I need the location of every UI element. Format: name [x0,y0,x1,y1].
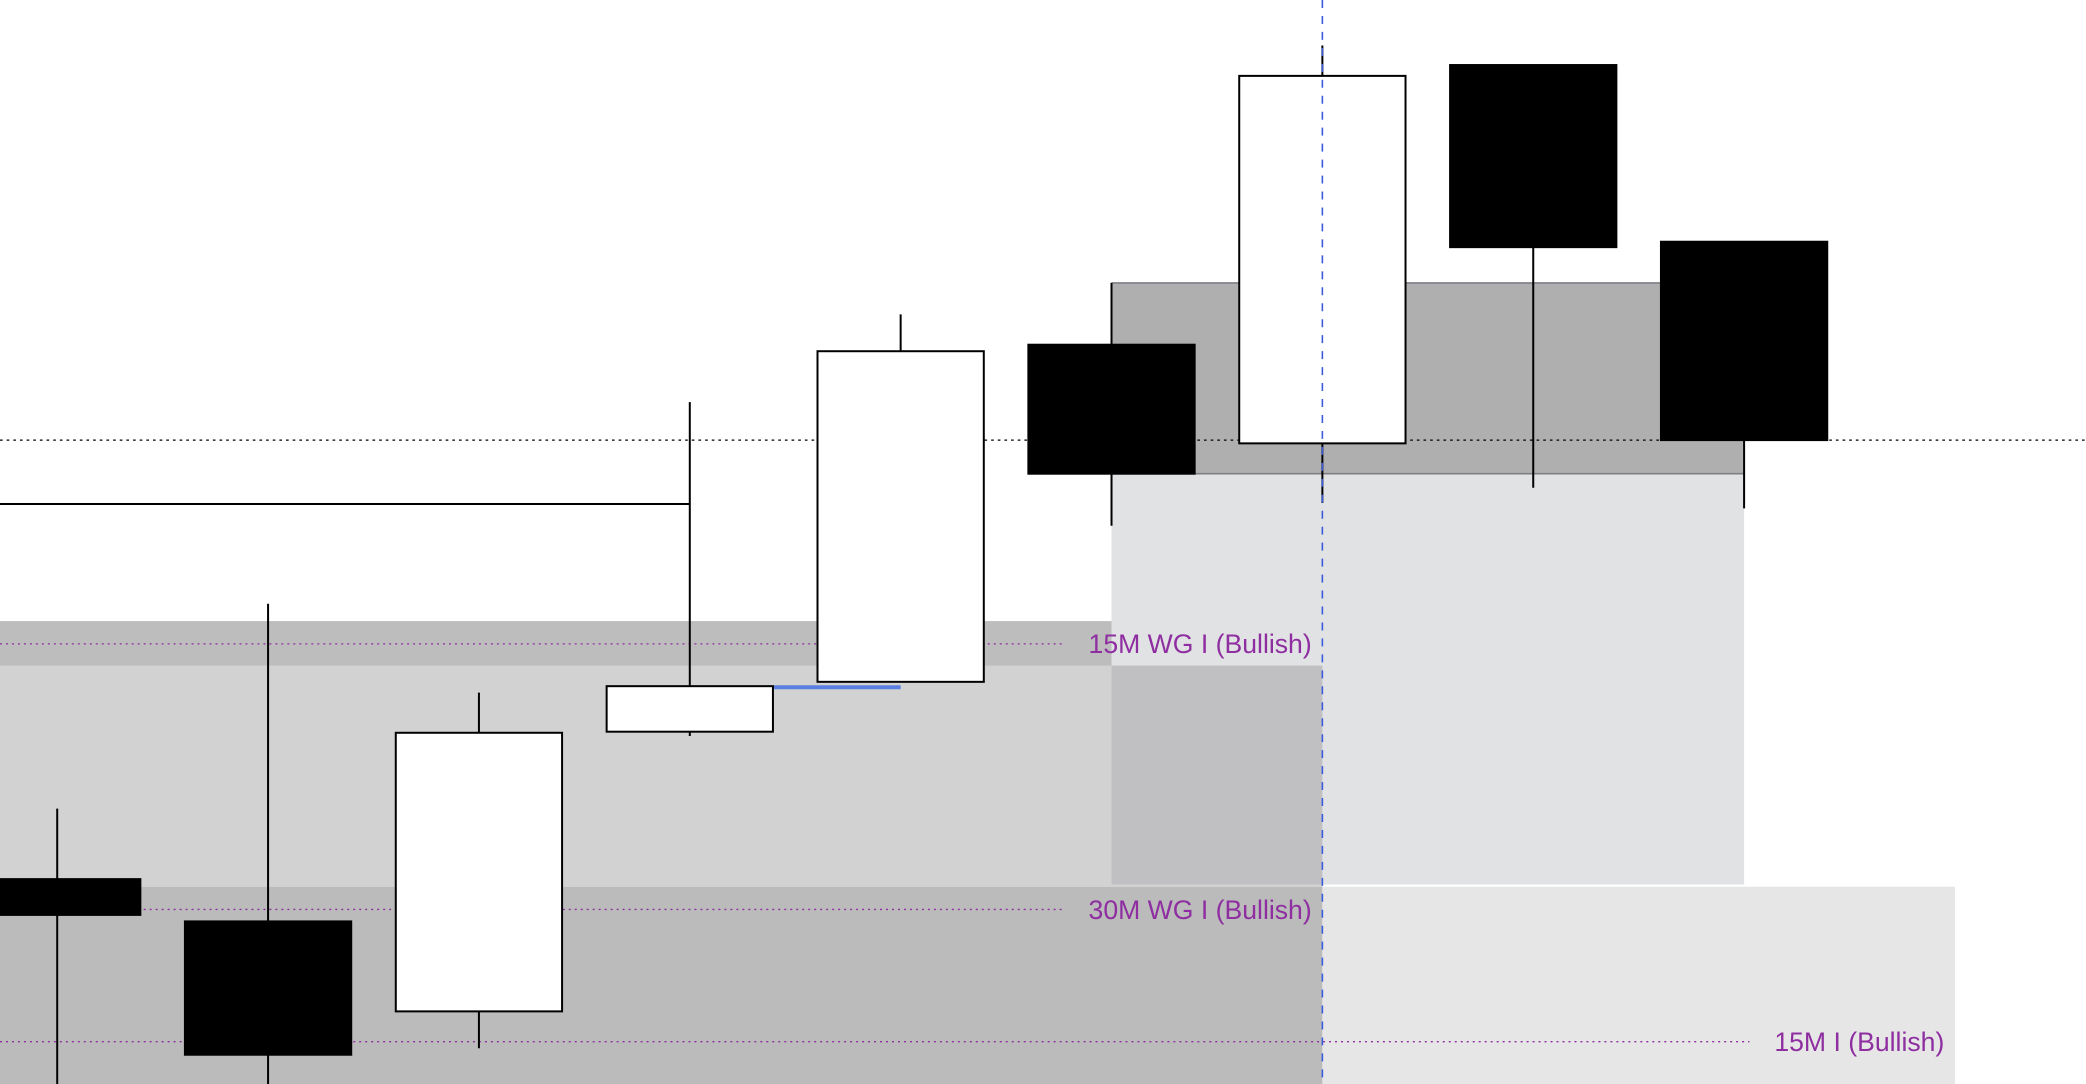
bearish-candle-body [1659,240,1829,442]
zones-layer [0,282,1955,1084]
zone-rect [1322,886,1955,1084]
zone-rect [1111,282,1745,474]
bearish-candle-body [1027,343,1196,475]
bearish-candle-body [1449,64,1618,249]
bullish-candle-body [605,685,774,733]
bullish-candle-body [816,350,985,683]
bearish-candle-body [183,920,353,1056]
zone-rect [1111,665,1323,885]
level-label-15m-wg: 15M WG I (Bullish) [1089,629,1312,659]
candles-layer [0,0,1829,1084]
labels-layer: 15M WG I (Bullish) 30M WG I (Bullish) 15… [1089,629,1945,1057]
level-label-30m-wg: 30M WG I (Bullish) [1089,895,1312,925]
bullish-candle-body [394,731,564,1013]
zone-rect [0,621,1323,666]
bearish-candle-body [0,878,142,916]
level-label-15m-i: 15M I (Bullish) [1774,1027,1944,1057]
